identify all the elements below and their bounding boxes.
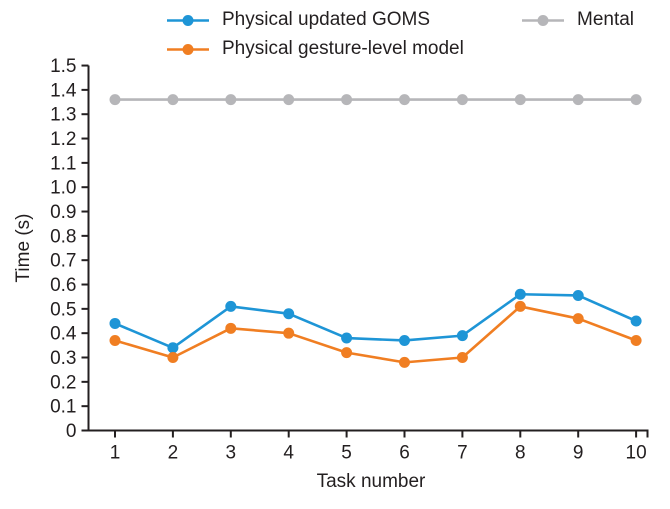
data-point (225, 322, 237, 334)
y-axis-tick-label: 1.3 (50, 105, 76, 126)
y-axis-tick-label: 0.2 (50, 372, 76, 393)
series-line (113, 292, 638, 350)
data-point (630, 334, 642, 346)
y-axis-tick-label: 0.1 (50, 397, 76, 418)
x-axis-tick-label: 1 (110, 443, 121, 464)
y-axis-title: Time (s) (13, 214, 35, 283)
data-point (283, 327, 295, 339)
data-point (456, 94, 468, 106)
x-axis-title: Task number (316, 471, 426, 492)
line-dot-marker-icon (522, 14, 564, 26)
axes: 0 0.1 0.2 0.3 0.4 0.5 0.6 0.7 0.8 0.9 1.0 1.1 1.2 1.3… (50, 56, 649, 464)
y-axis-tick-label: 0.5 (50, 299, 76, 320)
y-axis-tick-label: 1.0 (50, 178, 76, 199)
data-point (456, 352, 468, 364)
data-point (514, 300, 526, 312)
chart-legend-right-column: Mental (521, 8, 634, 37)
data-point (341, 94, 353, 106)
line-dot-marker-icon (167, 14, 209, 26)
data-point (630, 315, 642, 327)
y-axis-tick-label: 1.2 (50, 129, 76, 150)
data-point (167, 342, 179, 354)
legend-entry-mental: Mental (521, 8, 634, 32)
data-point (572, 313, 584, 325)
data-point (399, 334, 410, 346)
line-dot-marker-icon (167, 43, 209, 55)
data-point (572, 94, 584, 106)
legend-entry-physical-updated-goms: Physical updated GOMS (166, 8, 464, 32)
x-axis-tick-label: 2 (168, 443, 179, 464)
series-line (113, 305, 638, 364)
data-point (283, 94, 295, 106)
data-point (167, 352, 179, 364)
data-point (399, 356, 410, 368)
y-axis-tick-label: 0.6 (50, 275, 76, 296)
data-point (399, 94, 410, 106)
chart-legend-left-column: Physical updated GOMS Physical gesture-l… (166, 8, 464, 66)
legend-entry-physical-gesture-level-model: Physical gesture-level model (166, 37, 464, 61)
data-point (283, 308, 295, 320)
x-axis-tick-label: 4 (283, 443, 294, 464)
y-axis-tick-label: 1.1 (50, 153, 76, 174)
data-point (225, 300, 237, 312)
data-point (167, 94, 179, 106)
legend-label: Mental (577, 9, 635, 30)
series-physical-gesture-level-model (109, 300, 642, 368)
data-point (514, 288, 526, 300)
series-mental (109, 94, 642, 106)
y-axis-tick-label: 1.5 (50, 56, 76, 77)
y-axis-tick-label: 0.4 (50, 324, 77, 345)
series-physical-updated-goms (109, 288, 642, 354)
data-point (341, 347, 353, 359)
x-axis-tick-label: 5 (341, 443, 352, 464)
data-point (456, 330, 468, 342)
data-point (630, 94, 642, 106)
data-point (514, 94, 526, 106)
data-point (572, 289, 584, 301)
data-point (109, 94, 121, 106)
y-axis-tick-label: 0 (66, 421, 77, 442)
legend-label: Physical gesture-level model (222, 38, 464, 59)
x-axis-tick-label: 8 (515, 443, 526, 464)
y-axis-title-text: Time (s) (13, 213, 34, 283)
data-point (109, 334, 121, 346)
legend-label: Physical updated GOMS (222, 9, 431, 30)
y-axis-tick-label: 0.8 (50, 226, 76, 247)
data-point (225, 94, 237, 106)
y-axis-tick-label: 1.4 (50, 80, 77, 101)
y-axis-tick-label: 0.7 (50, 251, 76, 272)
y-axis-tick-label: 0.3 (50, 348, 76, 369)
data-point (341, 332, 353, 344)
x-axis-tick-label: 10 (626, 443, 647, 464)
x-axis-tick-label: 9 (573, 443, 584, 464)
y-axis-tick-label: 0.9 (50, 202, 76, 223)
x-axis-tick-label: 3 (226, 443, 237, 464)
data-point (109, 317, 121, 329)
x-axis-tick-label: 6 (399, 443, 410, 464)
x-axis-tick-label: 7 (457, 443, 468, 464)
